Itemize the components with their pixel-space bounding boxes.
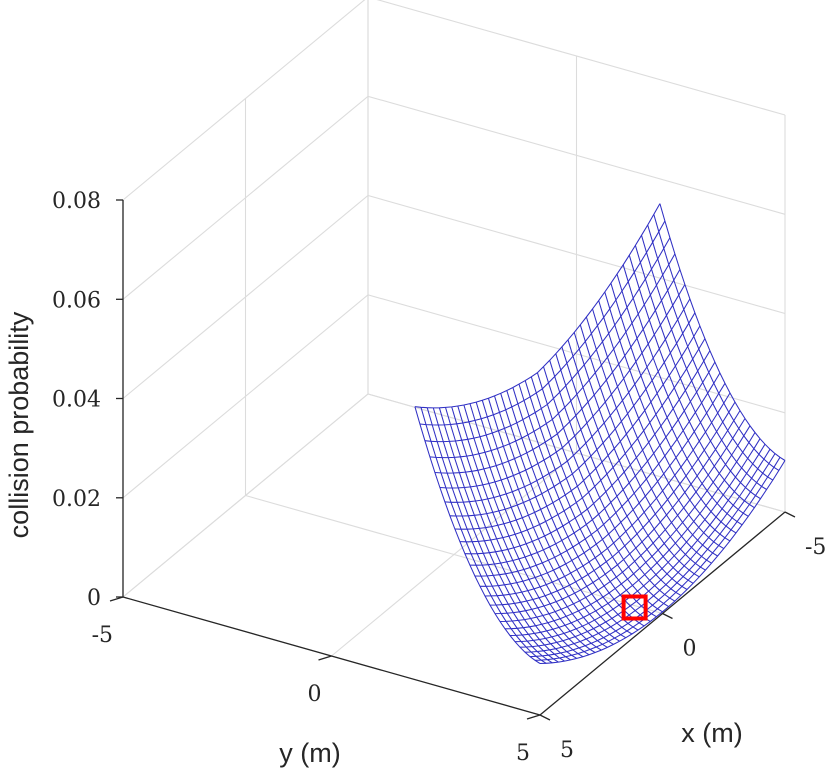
x-tick-mark	[662, 612, 673, 620]
mesh-line-const-x	[622, 264, 749, 517]
x-tick-mark	[539, 714, 551, 721]
mesh-line-const-x	[585, 316, 712, 564]
mesh-line-const-x	[561, 346, 688, 590]
mesh-line-const-x	[457, 405, 584, 658]
y-tick-mark	[318, 655, 332, 661]
axes	[109, 199, 796, 721]
z-tick-label: 0.08	[52, 189, 101, 214]
x-tick-label: -5	[805, 535, 826, 560]
mesh-line-const-x	[426, 407, 553, 664]
mesh-line-const-x	[438, 407, 565, 662]
z-axis-label: collision probability	[4, 311, 34, 538]
mesh-line-const-x	[616, 273, 743, 526]
mesh-line-const-x	[500, 393, 627, 639]
y-tick-mark	[109, 596, 124, 602]
mesh-line-const-x	[598, 300, 725, 550]
mesh-line-const-x	[475, 401, 602, 651]
mesh-line-const-y	[509, 432, 756, 637]
mesh-line-const-x	[512, 387, 639, 631]
mesh-line-const-x	[487, 398, 614, 645]
mesh-line-const-x	[591, 308, 718, 557]
mesh-line-const-y	[504, 425, 751, 630]
mesh-line-const-y	[469, 361, 716, 566]
background-grid	[122, 0, 786, 716]
z-tick-label: 0	[87, 586, 101, 611]
mesh-line-const-y	[439, 284, 686, 489]
mesh-line-const-y	[489, 401, 736, 606]
mesh-line-const-y	[424, 237, 671, 443]
mesh-line-const-x	[420, 407, 547, 664]
mesh-line-const-y	[419, 220, 666, 426]
mesh-line-const-x	[524, 380, 651, 622]
mesh-line-const-x	[555, 353, 682, 596]
x-tick-mark	[784, 511, 796, 518]
mesh-line-const-x	[659, 203, 786, 461]
mesh-line-const-y	[494, 410, 741, 615]
mesh-line-const-y	[454, 325, 701, 530]
mesh-line-const-y	[464, 350, 711, 555]
surface-mesh	[414, 203, 786, 665]
tick-labels: 0 0.02 0.04 0.06 0.08 -5 0 5 -5 0 5	[52, 189, 826, 766]
z-tick-label: 0.06	[52, 288, 101, 313]
mesh-line-const-x	[451, 406, 578, 659]
mesh-line-const-y	[499, 418, 746, 623]
mesh-line-const-y	[484, 392, 731, 597]
mesh-line-const-x	[634, 245, 761, 500]
mesh-line-const-x	[463, 404, 590, 656]
mesh-line-const-x	[444, 407, 571, 661]
mesh-line-const-x	[567, 339, 694, 584]
mesh-line-const-x	[579, 324, 706, 571]
mesh-line-const-y	[434, 269, 681, 474]
highlight-marker	[621, 594, 648, 621]
x-tick-label: 0	[683, 637, 697, 662]
mesh-line-const-x	[573, 332, 700, 578]
mesh-line-const-x	[530, 376, 657, 618]
mesh-line-const-y	[414, 203, 661, 409]
mesh-line-const-x	[549, 360, 676, 602]
mesh-line-const-x	[506, 390, 633, 635]
y-tick-label: 0	[308, 682, 322, 707]
grid-line-x	[244, 98, 663, 615]
mesh-line-const-y	[444, 298, 691, 503]
grid-line-z	[122, 0, 786, 201]
y-tick-mark	[526, 714, 541, 720]
mesh-line-const-x	[542, 366, 669, 608]
x-axis-label: x (m)	[681, 718, 742, 748]
mesh-line-const-y	[449, 312, 696, 517]
mesh-line-const-y	[459, 338, 706, 543]
mesh-line-const-x	[432, 407, 559, 663]
mesh-line-const-x	[493, 395, 620, 642]
y-tick-label: -5	[92, 623, 113, 648]
mesh-line-const-y	[474, 372, 721, 577]
marker-layer	[621, 594, 648, 621]
grid-line-z	[122, 194, 786, 399]
mesh-line-const-x	[610, 283, 737, 534]
grid-line-z	[122, 95, 786, 300]
mesh-line-const-y	[429, 253, 676, 459]
mesh-line-const-x	[653, 214, 780, 471]
x-tick-label: 5	[560, 738, 574, 763]
mesh-line-const-x	[414, 406, 541, 664]
mesh-line-const-y	[529, 453, 776, 658]
grid-line-x	[122, 200, 541, 716]
mesh-line-const-x	[469, 403, 596, 653]
z-tick-label: 0.04	[52, 388, 101, 413]
mesh-line-const-x	[604, 291, 731, 542]
z-tick-label: 0.02	[52, 487, 101, 512]
mesh-line-const-x	[628, 255, 755, 509]
mesh-line-const-x	[640, 235, 767, 490]
mesh-line-const-y	[534, 457, 781, 661]
mesh-line-const-y	[480, 383, 726, 587]
mesh-line-const-y	[539, 460, 786, 665]
grid-line-x	[367, 0, 786, 513]
y-axis-label: y (m)	[279, 738, 340, 768]
y-tick-label: 5	[516, 741, 530, 766]
mesh-line-const-y	[514, 438, 761, 643]
mesh-line-const-x	[481, 400, 608, 648]
grid-line-z	[122, 294, 786, 499]
mesh-line-const-x	[647, 224, 774, 481]
